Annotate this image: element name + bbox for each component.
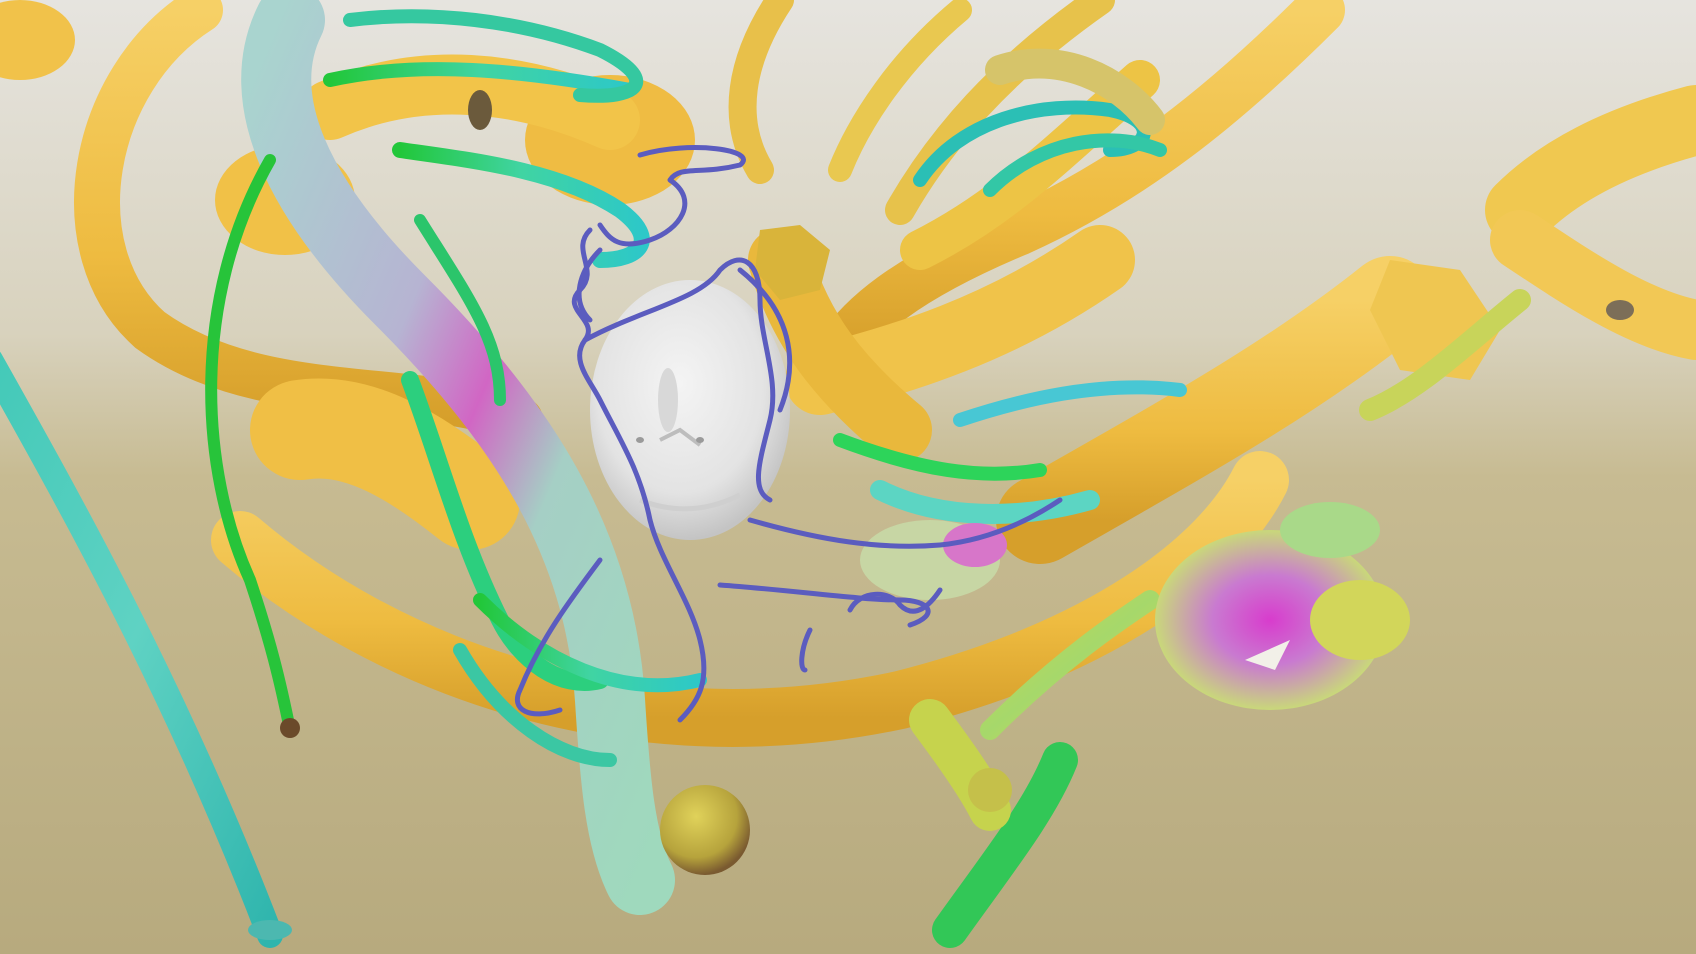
brown-tip (280, 718, 300, 738)
teal-tube-left (0, 351, 283, 948)
olive-ball-small (968, 768, 1012, 812)
green-tube-group (205, 9, 707, 767)
yellow-hex-cap (755, 225, 830, 300)
teal-loop-right (833, 48, 1187, 524)
pastel-tube (241, 0, 675, 915)
white-head-sculpture (590, 280, 790, 540)
dark-tube-tips (248, 90, 1634, 940)
magenta-blob (1155, 502, 1410, 710)
olive-ball (660, 785, 750, 875)
blue-wire (515, 145, 1063, 723)
